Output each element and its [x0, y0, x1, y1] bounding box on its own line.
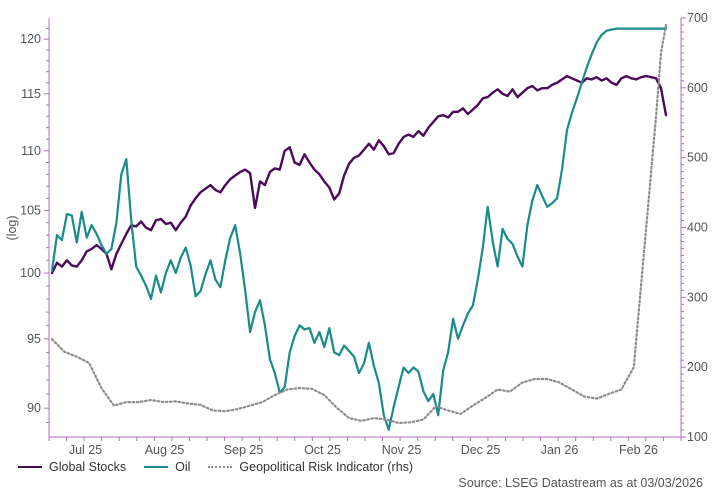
- legend-item-risk: Geopolitical Risk Indicator (rhs): [208, 460, 413, 474]
- right-tick-label: 700: [687, 11, 708, 25]
- axes: [44, 17, 686, 441]
- left-tick-label: 115: [21, 87, 41, 101]
- x-tick-label: Sep 25: [224, 443, 264, 457]
- x-tick-label: Aug 25: [145, 443, 185, 457]
- legend-label-risk: Geopolitical Risk Indicator (rhs): [239, 460, 414, 474]
- left-tick-label: 95: [27, 332, 41, 346]
- legend-item-oil: Oil: [144, 460, 190, 474]
- x-tick-label: Feb 26: [619, 443, 658, 457]
- legend-swatch-global-stocks: [18, 466, 42, 468]
- series-line-global-stocks: [50, 74, 668, 275]
- left-tick-label: 90: [27, 401, 41, 415]
- x-tick-label: Jul 25: [69, 443, 102, 457]
- series-line-oil: [50, 27, 668, 431]
- y-axis-label: (log): [5, 215, 19, 240]
- x-tick-label: Oct 25: [304, 443, 341, 457]
- right-tick-label: 100: [687, 430, 708, 444]
- x-tick-label: Dec 25: [461, 443, 501, 457]
- right-tick-label: 600: [687, 81, 708, 95]
- legend-label-global-stocks: Global Stocks: [49, 460, 127, 474]
- x-tick-label: Nov 25: [382, 443, 422, 457]
- right-tick-label: 400: [687, 221, 708, 235]
- legend-swatch-risk: [208, 466, 233, 468]
- x-tick-label: Jan 26: [541, 443, 579, 457]
- legend-label-oil: Oil: [175, 460, 191, 474]
- right-tick-label: 200: [687, 360, 708, 374]
- legend-swatch-oil: [144, 466, 169, 468]
- tick-labels: 90 95 100 105 110 115 120 100 200 300 400 500 600 700…: [20, 11, 708, 457]
- left-tick-label: 105: [20, 203, 41, 217]
- right-tick-label: 300: [687, 290, 708, 304]
- series-line-risk: [50, 23, 668, 425]
- legend: Global Stocks Oil Geopolitical Risk Indi…: [18, 458, 431, 476]
- left-tick-label: 120: [20, 32, 41, 46]
- left-tick-label: 100: [20, 266, 41, 280]
- left-tick-label: 110: [21, 144, 41, 158]
- right-tick-label: 500: [687, 151, 708, 165]
- legend-item-global-stocks: Global Stocks: [18, 460, 126, 474]
- series-lines: [50, 23, 668, 431]
- source-note: Source: LSEG Datastream as at 03/03/2026: [458, 476, 703, 490]
